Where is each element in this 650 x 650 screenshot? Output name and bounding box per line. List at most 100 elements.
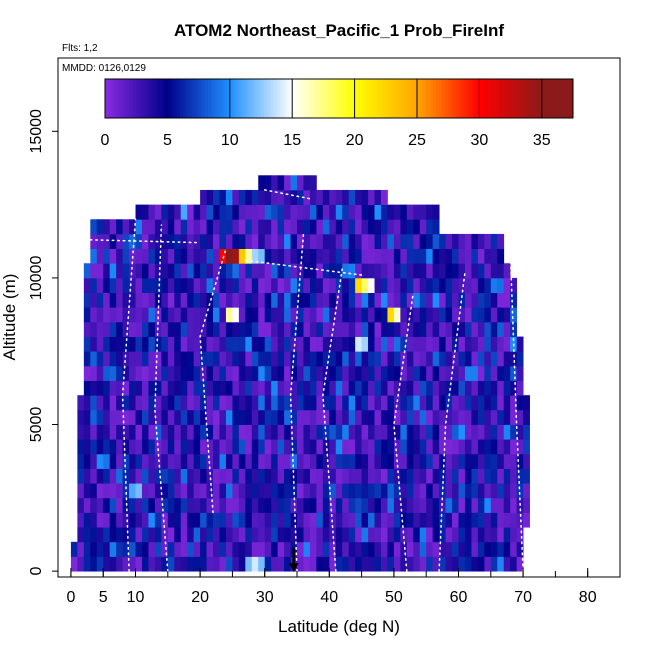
heatmap-cell (90, 483, 98, 499)
heatmap-cell (413, 497, 421, 513)
heatmap-cell (193, 468, 201, 484)
y-tick-label: 10000 (28, 256, 45, 301)
heatmap-cell (271, 204, 279, 220)
heatmap-cell (374, 380, 382, 396)
heatmap-cell (348, 556, 356, 572)
heatmap-cell (148, 409, 156, 425)
heatmap-cell (477, 483, 485, 499)
heatmap-cell (361, 424, 369, 440)
heatmap-cell (232, 263, 240, 279)
heatmap-cell (297, 395, 304, 411)
heatmap-cell (167, 365, 175, 381)
heatmap-cell (225, 277, 233, 293)
colorbar-segment (151, 79, 156, 118)
heatmap-cell (284, 527, 291, 543)
heatmap-cell (432, 483, 440, 499)
heatmap-cell (439, 233, 446, 249)
heatmap-cell (484, 453, 492, 469)
heatmap-cell (477, 468, 485, 484)
heatmap-cell (174, 292, 182, 308)
heatmap-cell (458, 321, 466, 337)
heatmap-cell (135, 468, 143, 484)
heatmap-cell (510, 453, 518, 469)
colorbar-segment (466, 79, 471, 118)
heatmap-cell (103, 233, 111, 249)
colorbar-segment (264, 79, 268, 118)
heatmap-cell (284, 277, 291, 293)
heatmap-cell (490, 395, 498, 411)
heatmap-cell (225, 395, 233, 411)
heatmap-cell (452, 424, 459, 440)
heatmap-cell (148, 248, 156, 264)
heatmap-cell (271, 219, 279, 235)
heatmap-cell (335, 336, 343, 352)
heatmap-cell (400, 395, 408, 411)
heatmap-cell (206, 439, 214, 455)
heatmap-cell (290, 483, 298, 499)
heatmap-cell (477, 233, 485, 249)
heatmap-cell (277, 541, 285, 557)
heatmap-cell (374, 307, 382, 323)
heatmap-cell (187, 395, 195, 411)
heatmap-cell (238, 527, 246, 543)
heatmap-cell (232, 395, 240, 411)
heatmap-cell (309, 541, 317, 557)
heatmap-cell (206, 483, 214, 499)
heatmap-cell (516, 439, 524, 455)
heatmap-cell (374, 424, 382, 440)
heatmap-cell (83, 497, 91, 513)
heatmap-cell (77, 497, 85, 513)
heatmap-cell (251, 424, 259, 440)
heatmap-cell (264, 424, 272, 440)
heatmap-cell (303, 556, 311, 572)
heatmap-cell (103, 292, 111, 308)
heatmap-cell (322, 292, 330, 308)
heatmap-cell (232, 556, 240, 572)
heatmap-cell (277, 409, 285, 425)
colorbar-segment (254, 79, 259, 118)
heatmap-cell (419, 233, 427, 249)
heatmap-cell (225, 321, 233, 337)
x-axis: 0 5 10 20 30 40 50 60 70 80 (66, 568, 621, 606)
heatmap-cell (316, 307, 324, 323)
heatmap-cell (213, 277, 220, 293)
heatmap-cell (387, 351, 395, 367)
heatmap-cell (258, 263, 266, 279)
heatmap-cell (445, 483, 453, 499)
heatmap-cell (154, 219, 162, 235)
heatmap-cell (200, 395, 207, 411)
heatmap-cell (109, 556, 117, 572)
heatmap-cell (419, 351, 427, 367)
heatmap-cell (464, 380, 472, 396)
heatmap-cell (135, 233, 143, 249)
heatmap-cell (251, 189, 259, 206)
heatmap-cell (439, 453, 446, 469)
heatmap-cell (361, 248, 369, 264)
heatmap-cell (122, 380, 130, 396)
heatmap-cell (400, 439, 408, 455)
heatmap-cell (387, 336, 395, 352)
heatmap-cell (284, 292, 291, 308)
heatmap-cell (380, 380, 388, 396)
heatmap-cell (393, 483, 401, 499)
heatmap-cell (174, 424, 182, 440)
heatmap-cell (109, 468, 117, 484)
heatmap-cell (419, 483, 427, 499)
heatmap-cell (355, 204, 363, 220)
heatmap-cell (380, 409, 388, 425)
heatmap-cell (264, 263, 272, 279)
heatmap-cell (348, 263, 356, 279)
heatmap-cell (77, 541, 85, 557)
heatmap-cell (503, 336, 511, 352)
heatmap-cell (245, 321, 253, 337)
heatmap-cell (322, 483, 330, 499)
heatmap-cell (322, 248, 330, 264)
colorbar-segment (301, 79, 306, 118)
heatmap-cell (490, 527, 498, 543)
y-axis-label: Altitude (m) (0, 274, 19, 361)
heatmap-cell (251, 409, 259, 425)
heatmap-cell (200, 219, 207, 235)
heatmap-cell (497, 424, 505, 440)
heatmap-cell (335, 468, 343, 484)
heatmap-cell (174, 380, 182, 396)
